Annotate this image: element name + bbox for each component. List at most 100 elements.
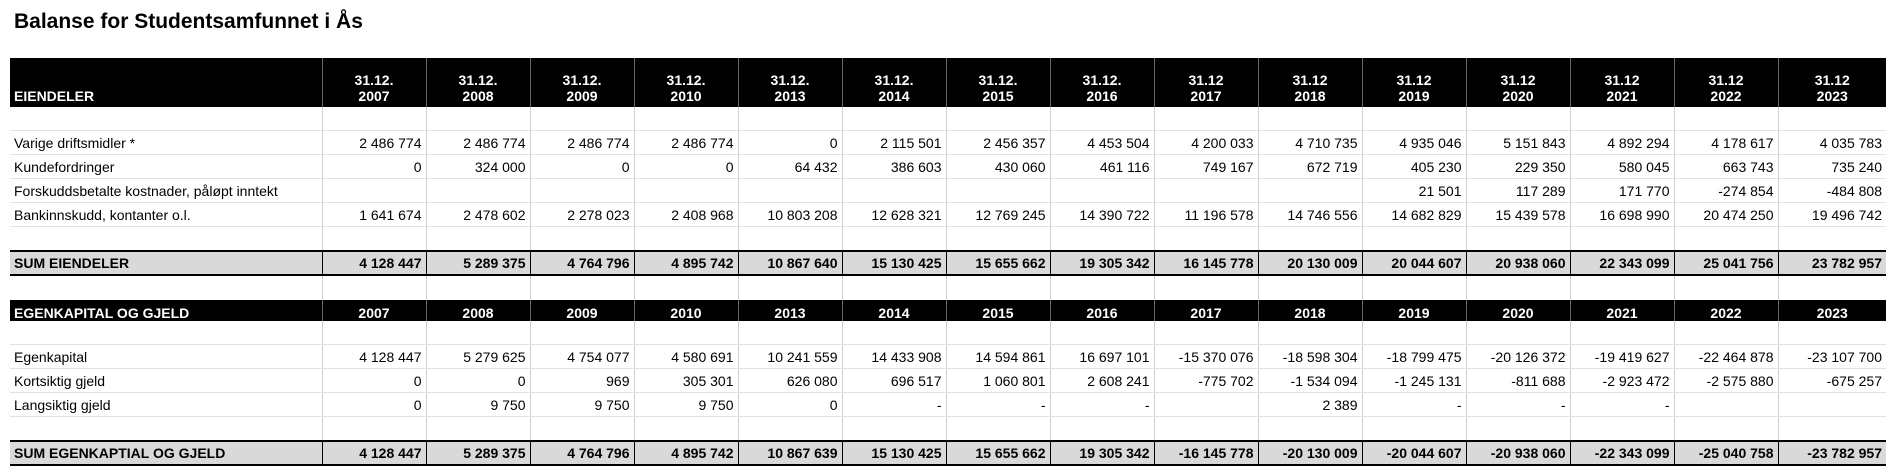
value-cell: -775 702 xyxy=(1154,368,1259,393)
empty-cell xyxy=(530,416,635,442)
empty-cell xyxy=(530,226,635,252)
equity-row: Kortsiktig gjeld 0 0 969 305 301 626 080 696 5… xyxy=(10,368,1886,393)
empty-cell xyxy=(10,107,323,131)
year-header: 2010 xyxy=(634,300,739,321)
empty-cell xyxy=(1258,107,1363,131)
value-cell: 14 433 908 xyxy=(842,344,947,369)
value-cell: 4 580 691 xyxy=(634,344,739,369)
header-year: 2022 xyxy=(1710,88,1742,104)
value-cell: 10 803 208 xyxy=(738,202,843,227)
sum-value-cell: 19 305 342 xyxy=(1050,250,1155,276)
value-cell: 461 116 xyxy=(1050,154,1155,179)
header-date: 31.12. xyxy=(666,72,706,88)
value-cell: -2 923 472 xyxy=(1570,368,1675,393)
sum-value-cell: 19 305 342 xyxy=(1050,440,1155,466)
header-year: 2016 xyxy=(1086,88,1118,104)
sum-value-cell: 15 130 425 xyxy=(842,250,947,276)
empty-cell xyxy=(738,416,843,442)
header-date: 31.12 xyxy=(1814,72,1850,88)
value-cell: 2 608 241 xyxy=(1050,368,1155,393)
value-cell: 0 xyxy=(322,392,427,417)
header-year: 2008 xyxy=(462,88,494,104)
year-header: 2017 xyxy=(1154,300,1259,321)
sum-value-cell: 10 867 640 xyxy=(738,250,843,276)
sum-value-cell: 22 343 099 xyxy=(1570,250,1675,276)
year-header: 31.12 2019 xyxy=(1362,58,1467,107)
value-cell: -20 126 372 xyxy=(1466,344,1571,369)
empty-cell xyxy=(530,321,635,345)
value-cell xyxy=(1674,392,1779,417)
empty-cell xyxy=(634,321,739,345)
sum-value-cell: -20 938 060 xyxy=(1466,440,1571,466)
year-header: 31.12. 2015 xyxy=(946,58,1051,107)
empty-cell xyxy=(738,275,843,300)
value-cell: 663 743 xyxy=(1674,154,1779,179)
header-date: 31.12. xyxy=(562,72,602,88)
empty-cell xyxy=(946,416,1051,442)
year-header: 2022 xyxy=(1674,300,1779,321)
empty-cell xyxy=(842,226,947,252)
empty-cell xyxy=(10,416,323,442)
row-label: Egenkapital xyxy=(10,344,323,369)
value-cell: 9 750 xyxy=(530,392,635,417)
header-year: 2009 xyxy=(566,88,598,104)
value-cell: -18 799 475 xyxy=(1362,344,1467,369)
header-date: 31.12 xyxy=(1396,72,1432,88)
sum-value-cell: 5 289 375 xyxy=(426,440,531,466)
value-cell: - xyxy=(842,392,947,417)
empty-cell xyxy=(1778,321,1886,345)
sum-value-cell: 15 655 662 xyxy=(946,440,1051,466)
year-header: 2013 xyxy=(738,300,843,321)
sum-value-cell: 10 867 639 xyxy=(738,440,843,466)
value-cell: 14 390 722 xyxy=(1050,202,1155,227)
spacer-row xyxy=(10,107,1886,131)
spacer-row xyxy=(10,321,1886,345)
empty-cell xyxy=(10,321,323,345)
sum-value-cell: 16 145 778 xyxy=(1154,250,1259,276)
empty-cell xyxy=(1778,107,1886,131)
value-cell: 0 xyxy=(322,368,427,393)
empty-cell xyxy=(842,107,947,131)
empty-cell xyxy=(1050,107,1155,131)
empty-cell xyxy=(1362,107,1467,131)
empty-cell xyxy=(1154,226,1259,252)
sum-value-cell: 4 895 742 xyxy=(634,250,739,276)
header-date: 31.12. xyxy=(1082,72,1122,88)
empty-cell xyxy=(1154,416,1259,442)
value-cell: 14 746 556 xyxy=(1258,202,1363,227)
row-label: Varige driftsmidler * xyxy=(10,130,323,155)
value-cell: -484 808 xyxy=(1778,178,1886,203)
value-cell: 749 167 xyxy=(1154,154,1259,179)
row-label: Bankinnskudd, kontanter o.l. xyxy=(10,202,323,227)
value-cell: - xyxy=(946,392,1051,417)
equity-header-label: EGENKAPITAL OG GJELD xyxy=(10,300,323,321)
sum-value-cell: -20 130 009 xyxy=(1258,440,1363,466)
year-header: 2021 xyxy=(1570,300,1675,321)
sum-value-cell: 4 764 796 xyxy=(530,440,635,466)
empty-cell xyxy=(946,275,1051,300)
empty-cell xyxy=(10,275,323,300)
empty-cell xyxy=(1570,321,1675,345)
row-label: Kortsiktig gjeld xyxy=(10,368,323,393)
empty-cell xyxy=(1674,321,1779,345)
value-cell: -1 534 094 xyxy=(1258,368,1363,393)
value-cell: 4 035 783 xyxy=(1778,130,1886,155)
empty-cell xyxy=(322,275,427,300)
value-cell: -274 854 xyxy=(1674,178,1779,203)
empty-cell xyxy=(10,226,323,252)
empty-cell xyxy=(426,321,531,345)
sum-value-cell: 5 289 375 xyxy=(426,250,531,276)
empty-cell xyxy=(738,107,843,131)
sum-value-cell: 20 938 060 xyxy=(1466,250,1571,276)
empty-cell xyxy=(426,416,531,442)
empty-cell xyxy=(1050,416,1155,442)
header-year: 2023 xyxy=(1816,88,1848,104)
value-cell: 4 754 077 xyxy=(530,344,635,369)
equity-row: Langsiktig gjeld 0 9 750 9 750 9 750 0- - -2 38… xyxy=(10,392,1886,417)
value-cell: 2 115 501 xyxy=(842,130,947,155)
empty-cell xyxy=(1154,107,1259,131)
empty-cell xyxy=(1466,107,1571,131)
value-cell: 0 xyxy=(530,154,635,179)
year-header: 2016 xyxy=(1050,300,1155,321)
value-cell: 10 241 559 xyxy=(738,344,843,369)
